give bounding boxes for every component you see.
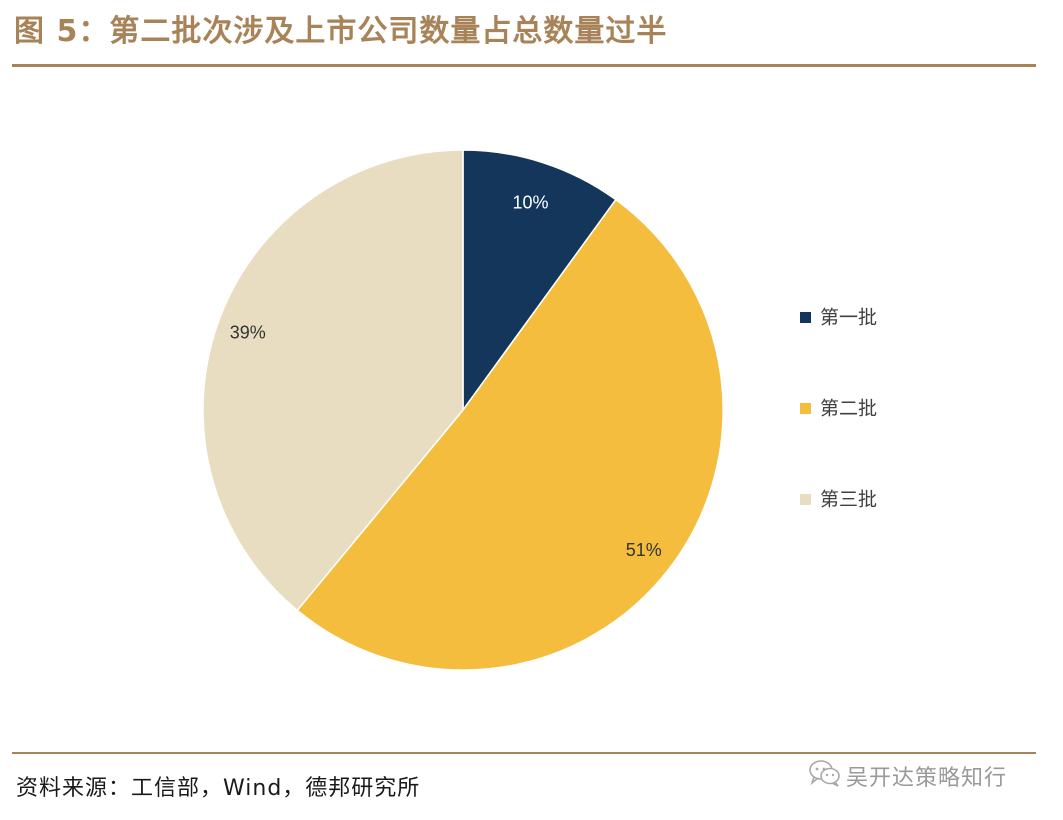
legend-item-batch-2: 第二批 xyxy=(800,396,877,420)
watermark: 吴开达策略知行 xyxy=(808,758,1007,792)
pie-chart: 10% 51% 39% xyxy=(202,149,724,671)
legend-label: 第一批 xyxy=(820,306,878,329)
legend-swatch xyxy=(800,312,811,323)
slice-value-label-batch-1: 10% xyxy=(512,192,548,212)
pie-slice-batch-3 xyxy=(202,149,464,612)
source-note: 资料来源：工信部，Wind，德邦研究所 xyxy=(16,776,421,801)
watermark-text: 吴开达策略知行 xyxy=(846,766,1008,791)
title-divider xyxy=(12,64,1036,67)
slice-value-label-batch-3: 39% xyxy=(230,323,266,343)
footer-divider xyxy=(12,752,1036,754)
figure-title: 图 5：第二批次涉及上市公司数量占总数量过半 xyxy=(14,14,668,49)
slice-value-label-batch-2: 51% xyxy=(626,540,662,560)
wechat-icon xyxy=(808,758,842,800)
legend-swatch xyxy=(800,494,811,505)
legend-item-batch-1: 第一批 xyxy=(800,305,877,329)
legend-label: 第三批 xyxy=(820,488,878,511)
pie-slice-batch-2 xyxy=(296,198,724,671)
pie-slice-batch-1 xyxy=(462,149,617,413)
legend-item-batch-3: 第三批 xyxy=(800,487,877,511)
legend-swatch xyxy=(800,403,811,414)
legend-label: 第二批 xyxy=(820,397,878,420)
